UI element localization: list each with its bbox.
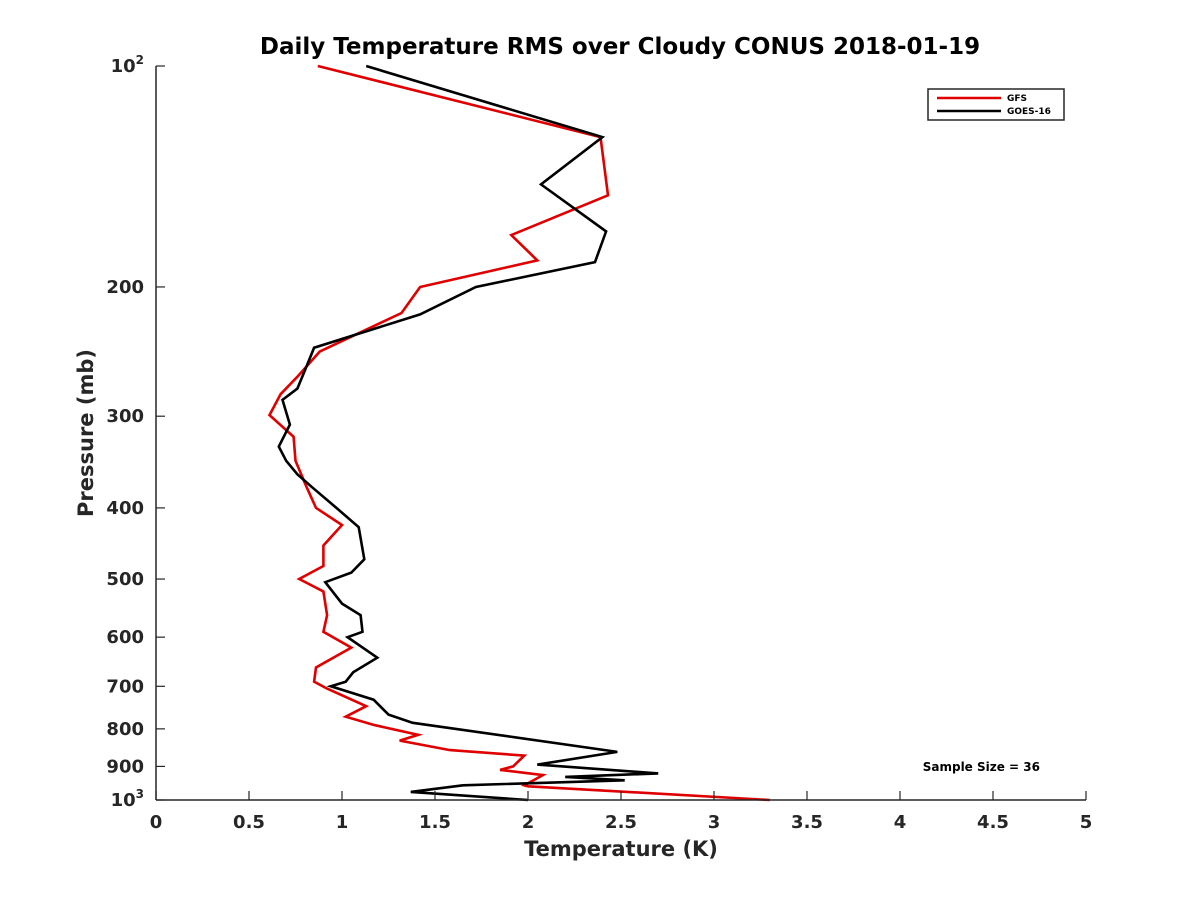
x-tick-label: 5 (1080, 812, 1093, 833)
y-tick-label-base: 400 (106, 498, 144, 519)
x-tick-label: 0 (150, 812, 163, 833)
y-tick-label: 800 (106, 719, 144, 740)
series-line-goes-16 (277, 64, 659, 802)
chart-title: Daily Temperature RMS over Cloudy CONUS … (260, 34, 980, 60)
legend-label: GOES-16 (1007, 107, 1051, 117)
y-tick-label-exponent: 2 (136, 53, 144, 67)
x-tick-label: 1.5 (419, 812, 451, 833)
x-tick-label: 4 (894, 812, 907, 833)
y-tick-label-base: 500 (106, 569, 144, 590)
sample-size-annotation: Sample Size = 36 (923, 760, 1040, 774)
x-tick-label: 4.5 (977, 812, 1009, 833)
y-tick-label-base: 600 (106, 627, 144, 648)
x-tick-label: 2.5 (605, 812, 637, 833)
y-tick-label: 200 (106, 277, 144, 298)
y-tick-label: 103 (111, 787, 144, 811)
series-line-gfs (267, 64, 770, 802)
x-tick-label: 2 (522, 812, 535, 833)
y-tick-label: 600 (106, 627, 144, 648)
y-tick-label-base: 200 (106, 277, 144, 298)
y-tick-label-base: 10 (111, 790, 136, 811)
y-tick-label-base: 700 (106, 676, 144, 697)
y-tick-label-base: 300 (106, 406, 144, 427)
y-tick-label: 700 (106, 676, 144, 697)
y-tick-label: 300 (106, 406, 144, 427)
y-tick-label: 900 (106, 756, 144, 777)
y-tick-label: 500 (106, 569, 144, 590)
x-axis-label: Temperature (K) (524, 837, 718, 861)
y-tick-label: 102 (111, 53, 144, 77)
y-tick-label-base: 900 (106, 756, 144, 777)
x-tick-label: 3.5 (791, 812, 823, 833)
x-tick-label: 0.5 (233, 812, 265, 833)
x-tick-label: 3 (708, 812, 721, 833)
legend: GFS GOES-16 (927, 88, 1065, 121)
y-tick-label-base: 10 (111, 56, 136, 77)
x-tick-label: 1 (336, 812, 349, 833)
y-axis-label: Pressure (mb) (74, 349, 98, 517)
legend-box (927, 88, 1065, 121)
y-tick-label-base: 800 (106, 719, 144, 740)
legend-label: GFS (1007, 94, 1027, 104)
x-ticks: 0 0.5 1 1.5 2 2.5 3 3.5 4 4.5 5 (150, 791, 1093, 833)
legend-entries: GFS GOES-16 (937, 94, 1051, 117)
series-layer (267, 64, 770, 802)
y-tick-label: 400 (106, 498, 144, 519)
y-tick-label-exponent: 3 (136, 787, 144, 801)
